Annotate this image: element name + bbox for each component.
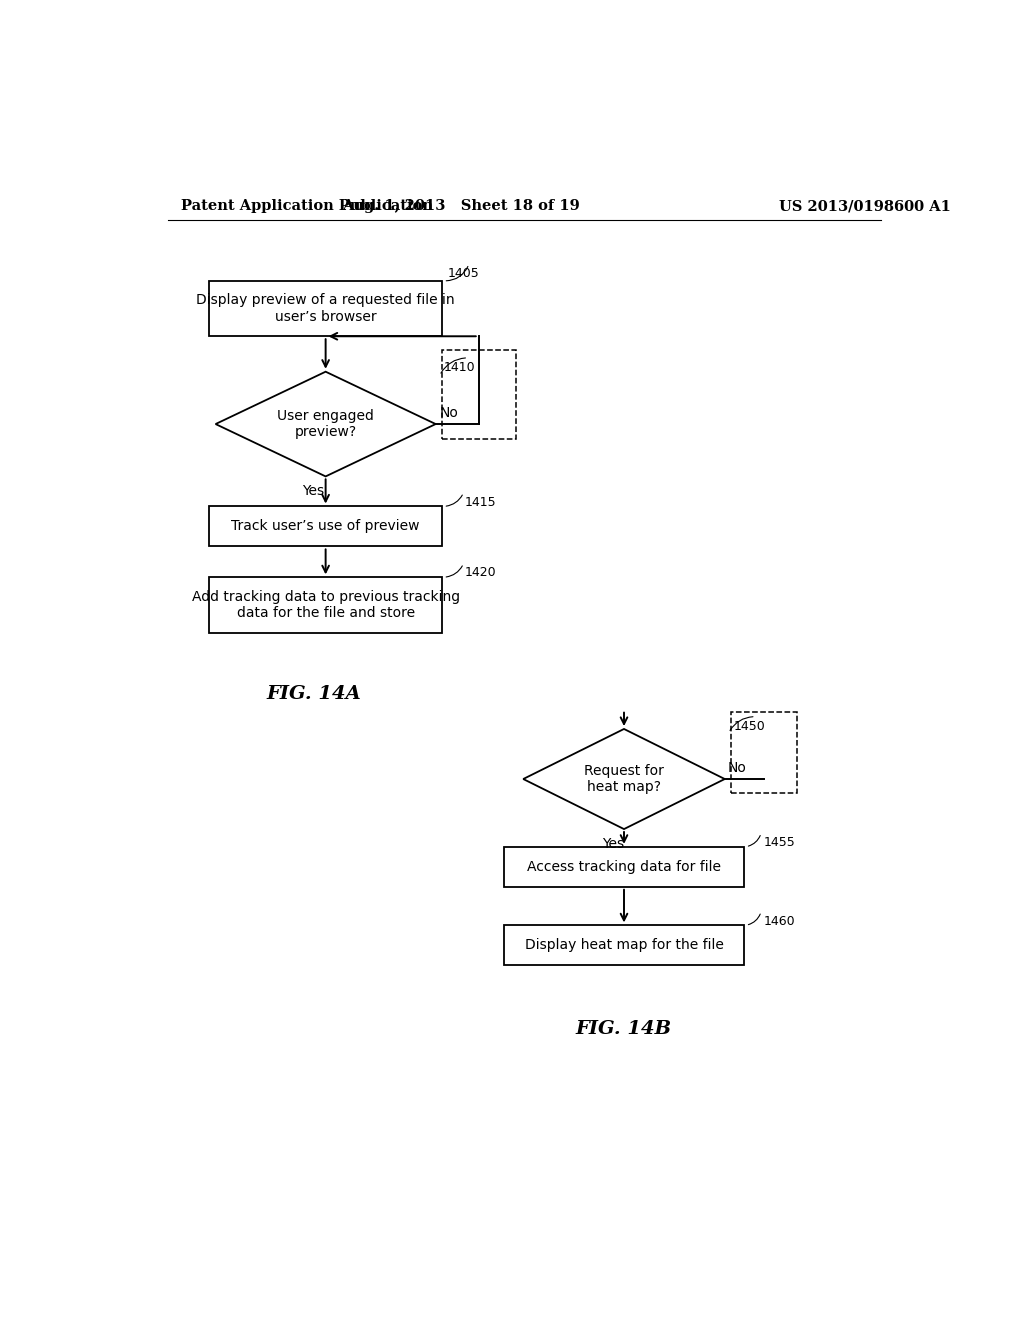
Text: 1415: 1415 bbox=[465, 496, 497, 508]
Text: FIG. 14B: FIG. 14B bbox=[575, 1019, 672, 1038]
Text: Add tracking data to previous tracking
data for the file and store: Add tracking data to previous tracking d… bbox=[191, 590, 460, 620]
Text: Display heat map for the file: Display heat map for the file bbox=[524, 939, 723, 952]
FancyBboxPatch shape bbox=[504, 925, 744, 965]
Text: US 2013/0198600 A1: US 2013/0198600 A1 bbox=[779, 199, 951, 213]
Text: Aug. 1, 2013   Sheet 18 of 19: Aug. 1, 2013 Sheet 18 of 19 bbox=[342, 199, 581, 213]
Text: User engaged
preview?: User engaged preview? bbox=[278, 409, 374, 440]
FancyBboxPatch shape bbox=[504, 847, 744, 887]
Text: 1460: 1460 bbox=[764, 915, 795, 928]
Text: Display preview of a requested file in
user’s browser: Display preview of a requested file in u… bbox=[197, 293, 455, 323]
Text: Yes: Yes bbox=[602, 837, 625, 851]
Text: Access tracking data for file: Access tracking data for file bbox=[527, 859, 721, 874]
Text: No: No bbox=[728, 762, 746, 775]
FancyBboxPatch shape bbox=[209, 281, 442, 337]
Text: No: No bbox=[439, 407, 459, 420]
Text: 1410: 1410 bbox=[443, 360, 475, 374]
Text: Request for
heat map?: Request for heat map? bbox=[584, 764, 664, 795]
Text: FIG. 14A: FIG. 14A bbox=[266, 685, 361, 702]
Text: 1420: 1420 bbox=[465, 566, 497, 579]
Text: 1405: 1405 bbox=[449, 267, 480, 280]
FancyBboxPatch shape bbox=[442, 350, 515, 438]
Text: 1450: 1450 bbox=[734, 719, 766, 733]
Text: 1455: 1455 bbox=[764, 836, 796, 849]
FancyBboxPatch shape bbox=[209, 577, 442, 632]
Text: Patent Application Publication: Patent Application Publication bbox=[180, 199, 433, 213]
Text: Yes: Yes bbox=[302, 484, 325, 498]
Text: Track user’s use of preview: Track user’s use of preview bbox=[231, 520, 420, 533]
FancyBboxPatch shape bbox=[731, 711, 797, 793]
FancyBboxPatch shape bbox=[209, 507, 442, 546]
